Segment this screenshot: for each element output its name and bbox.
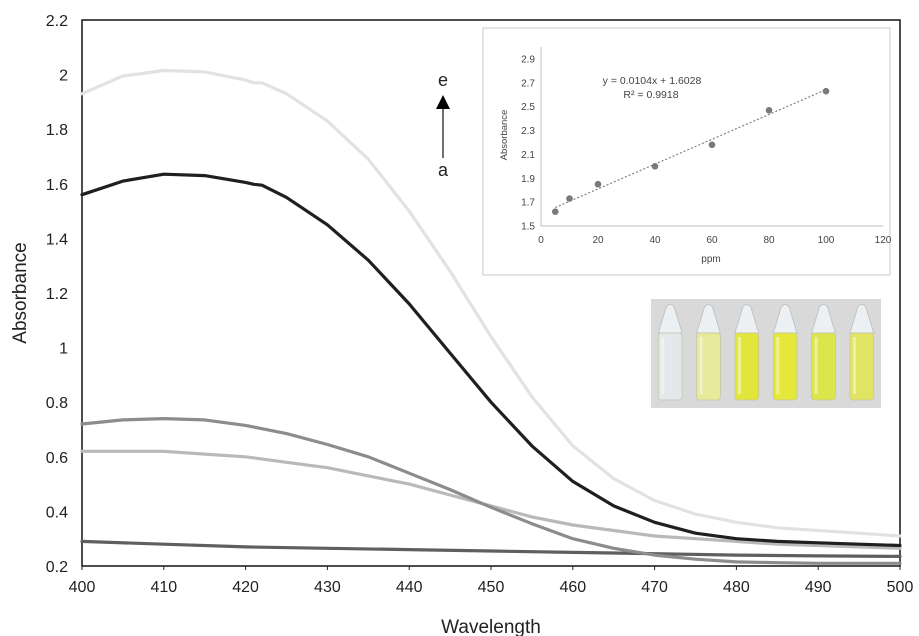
inset-x-tick-label: 60 [706,235,718,246]
y-tick-label: 2 [59,68,68,85]
x-tick-label: 430 [314,579,341,596]
inset-x-tick-label: 80 [763,235,775,246]
inset-y-tick-labels: 1.5 1.7 1.9 2.1 2.3 2.5 2.7 2.9 [521,54,535,232]
inset-x-axis-title: ppm [701,254,720,265]
spectrum-line-1 [80,539,902,559]
inset-y-tick-label: 2.9 [521,54,535,65]
inset-data-point [594,180,602,188]
x-tick-label: 490 [805,579,832,596]
inset-data-point [566,195,573,202]
inset-r-squared: R² = 0.9918 [623,89,678,101]
y-tick-label: 1.6 [46,177,68,194]
y-axis-title: Absorbance [10,242,31,343]
inset-data-points [551,87,830,215]
spectra-series [80,68,902,565]
inset-x-tick-label: 120 [875,235,892,246]
y-tick-labels: 0.2 0.4 0.6 0.8 1 1.2 1.4 1.6 1.8 2 2.2 [46,13,68,576]
inset-axes [540,47,883,227]
inset-data-point [551,208,559,215]
inset-data-point [708,141,716,149]
inset-y-tick-label: 2.3 [521,126,535,137]
y-tick-label: 1 [59,341,68,358]
inset-y-tick-label: 1.7 [521,198,535,209]
inset-x-tick-label: 40 [649,235,661,246]
x-tick-label: 410 [150,579,177,596]
inset-data-point [765,106,773,114]
vials-photo [651,299,881,408]
vial-2 [696,304,721,401]
x-tick-label: 500 [887,579,914,596]
x-tick-labels: 400 410 420 430 440 450 460 470 480 490 500 [69,566,914,596]
y-tick-label: 1.2 [46,286,68,303]
inset-y-tick-label: 1.5 [521,222,535,233]
x-axis-title: Wavelength [441,617,541,636]
spectrum-line-4 [80,68,902,538]
inset-y-tick-label: 2.5 [521,102,535,113]
y-tick-label: 0.2 [46,559,68,576]
inset-y-tick-label: 1.9 [521,174,535,185]
y-tick-label: 2.2 [46,13,68,30]
x-tick-label: 450 [478,579,505,596]
arrow-head-icon [436,95,450,109]
x-tick-label: 480 [723,579,750,596]
vials [657,304,875,401]
x-tick-label: 440 [396,579,423,596]
y-tick-label: 1.4 [46,231,68,248]
y-tick-label: 0.4 [46,504,68,521]
vial-1 [657,304,683,401]
inset-frame [482,27,891,276]
spectrum-line-3 [80,417,902,565]
vial-3 [734,304,760,401]
photo-background [651,299,881,408]
inset-y-axis-title: Absorbance [499,110,510,161]
inset-y-tick-label: 2.1 [521,150,535,161]
inset-x-tick-labels: 0 20 40 60 80 100 120 [538,235,892,246]
inset-x-tick-label: 0 [538,235,544,246]
inset-x-tick-label: 100 [818,235,835,246]
vial-5 [811,304,836,401]
x-tick-label: 470 [641,579,668,596]
y-tick-label: 1.8 [46,122,68,139]
spectrum-line-5 [80,172,902,548]
trend-arrow: e a [436,70,450,180]
vial-6 [849,304,875,401]
inset-data-point [822,87,830,95]
arrow-bottom-label: a [438,160,449,180]
inset-x-tick-label: 20 [592,235,604,246]
y-tick-label: 0.8 [46,395,68,412]
inset-data-point [651,163,659,170]
x-tick-label: 460 [559,579,586,596]
x-tick-label: 420 [232,579,259,596]
inset-y-tick-label: 2.7 [521,78,535,89]
y-tick-label: 0.6 [46,450,68,467]
calibration-inset: 0 20 40 60 80 100 120 1.5 1.7 1.9 2.1 2.3 2.5 2.7 2.9… [482,27,892,276]
vial-4 [772,304,798,401]
inset-equation: y = 0.0104x + 1.6028 [603,75,702,87]
inset-trendline [555,89,827,209]
x-tick-label: 400 [69,579,96,596]
arrow-top-label: e [438,70,448,90]
